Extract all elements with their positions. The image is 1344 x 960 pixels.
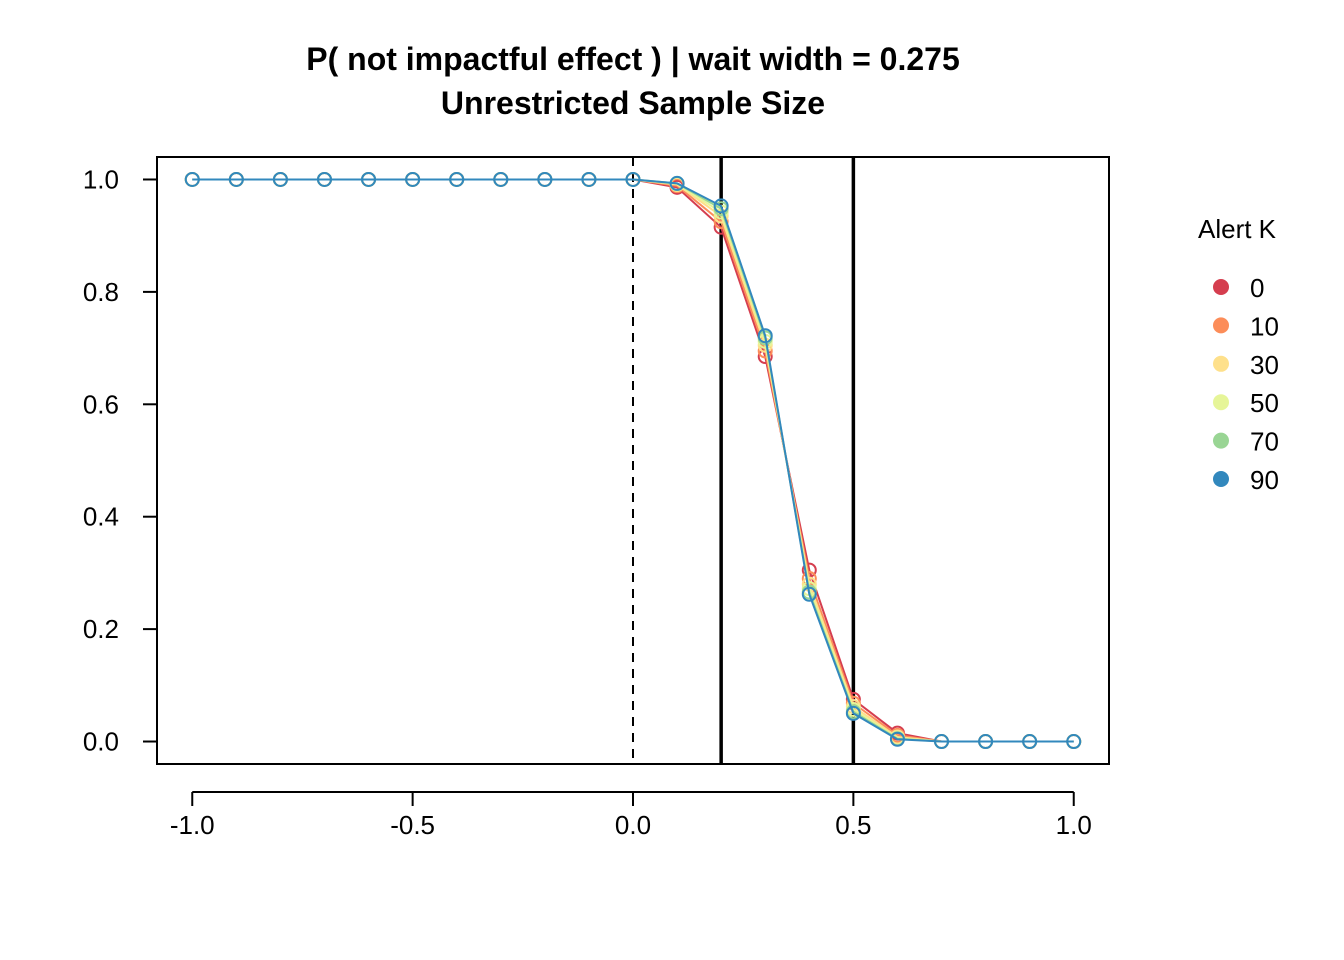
y-tick-label: 0.0 xyxy=(83,727,119,757)
y-tick-label: 1.0 xyxy=(83,164,119,194)
data-point-90 xyxy=(184,171,200,187)
data-point-90 xyxy=(493,171,509,187)
y-tick-label: 0.6 xyxy=(83,389,119,419)
data-point-90 xyxy=(757,328,773,344)
legend-swatch-70 xyxy=(1213,432,1229,449)
legend-title: Alert K xyxy=(1198,214,1277,244)
legend-swatch-50 xyxy=(1213,394,1229,411)
data-point-90 xyxy=(316,171,332,187)
y-tick-label: 0.8 xyxy=(83,277,119,307)
legend-label-50: 50 xyxy=(1250,388,1279,418)
x-tick-label: 0.5 xyxy=(835,810,871,840)
legend: Alert K 0 10 30 50 70 90 xyxy=(1198,214,1279,495)
data-point-90 xyxy=(1066,734,1082,750)
data-point-90 xyxy=(228,171,244,187)
legend-label-0: 0 xyxy=(1250,273,1264,303)
chart-title: P( not impactful effect ) | wait width =… xyxy=(306,41,960,77)
data-point-90 xyxy=(537,171,553,187)
data-point-90 xyxy=(978,734,994,750)
data-point-90 xyxy=(669,175,685,191)
chart-subtitle: Unrestricted Sample Size xyxy=(441,85,825,121)
data-point-90 xyxy=(801,586,817,602)
legend-label-70: 70 xyxy=(1250,427,1279,457)
series-line-90 xyxy=(192,178,1074,743)
legend-label-10: 10 xyxy=(1250,311,1279,341)
plot-area xyxy=(184,157,1082,764)
data-point-90 xyxy=(581,171,597,187)
data-point-90 xyxy=(1022,734,1038,750)
y-tick-label: 0.2 xyxy=(83,614,119,644)
data-point-90 xyxy=(449,171,465,187)
data-point-90 xyxy=(361,171,377,187)
x-tick-label: 0.0 xyxy=(615,810,651,840)
data-point-90 xyxy=(272,171,288,187)
legend-label-90: 90 xyxy=(1250,465,1279,495)
x-tick-label: -1.0 xyxy=(170,810,215,840)
data-point-90 xyxy=(934,734,950,750)
legend-swatch-10 xyxy=(1213,317,1229,334)
data-point-90 xyxy=(713,198,729,214)
legend-swatch-90 xyxy=(1213,471,1229,487)
data-point-90 xyxy=(889,731,905,747)
data-point-90 xyxy=(625,171,641,187)
legend-swatch-30 xyxy=(1213,355,1229,372)
plot-frame xyxy=(156,156,1110,765)
y-tick-label: 0.4 xyxy=(83,502,119,532)
x-tick-label: -0.5 xyxy=(390,810,435,840)
legend-swatch-0 xyxy=(1213,279,1229,295)
legend-label-30: 30 xyxy=(1250,350,1279,380)
axes: 0.0 0.2 0.4 0.6 0.8 1.0 -1.0 -0.5 0.0 0.5 1.0 xyxy=(83,156,1110,840)
x-tick-label: 1.0 xyxy=(1056,810,1092,840)
data-point-90 xyxy=(845,705,861,721)
data-point-90 xyxy=(405,171,421,187)
